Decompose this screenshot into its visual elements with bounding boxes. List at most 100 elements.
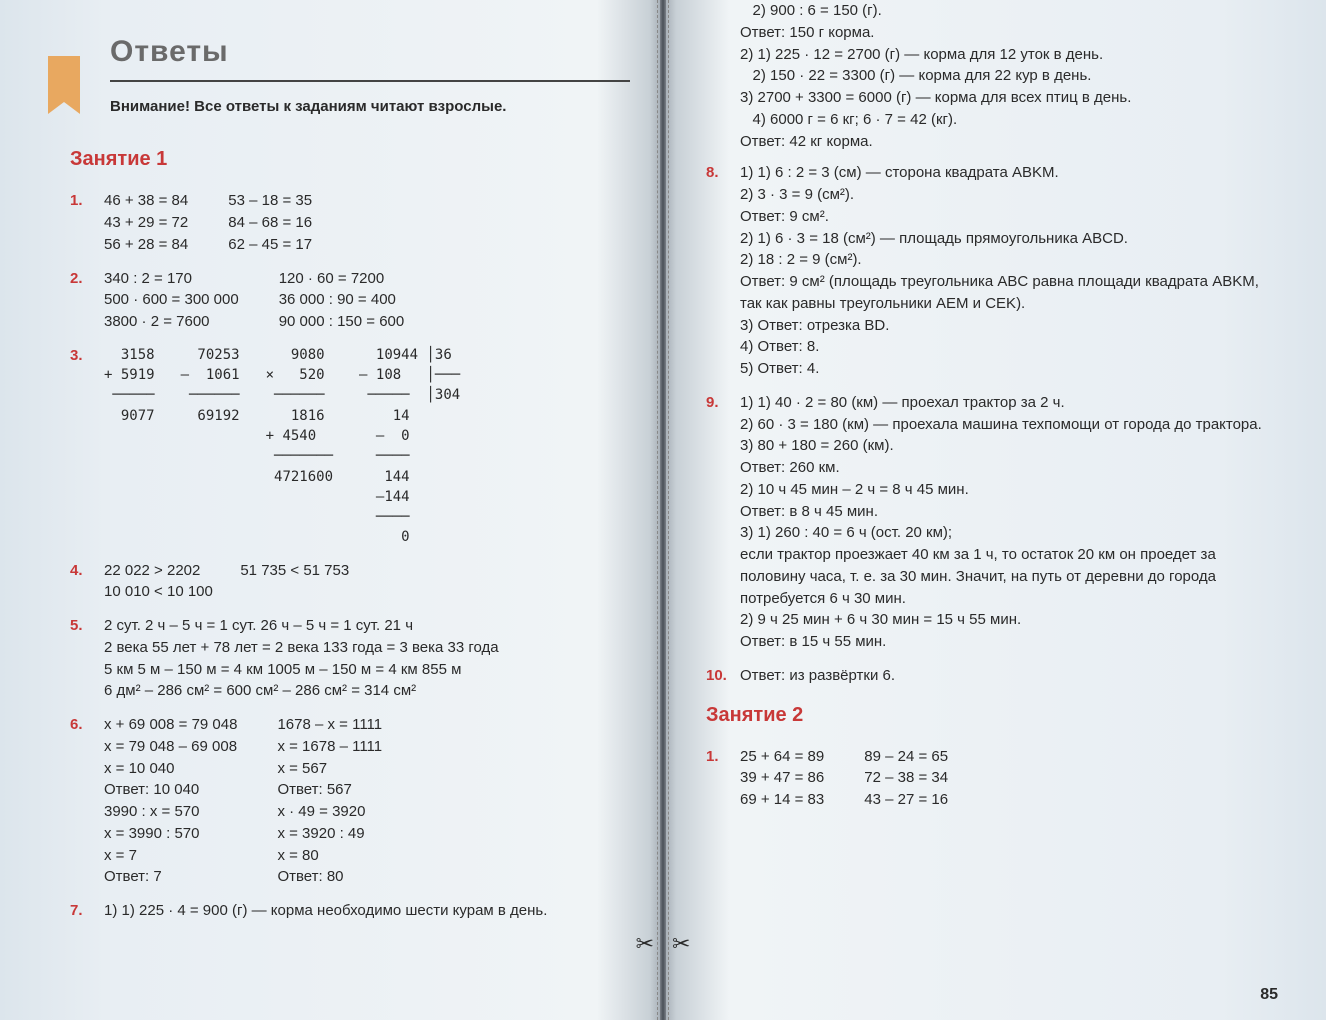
text: Ответ: из развёртки 6. xyxy=(740,665,1266,687)
eq: x + 69 008 = 79 048 xyxy=(104,714,237,736)
cmp: 22 022 > 2202 xyxy=(104,560,200,582)
text: Ответ: 9 см² (площадь треугольника ABC р… xyxy=(740,271,1266,315)
problem-num: 5. xyxy=(70,615,104,702)
text: 2) 1) 225 · 12 = 2700 (г) — корма для 12… xyxy=(740,44,1266,66)
eq: 340 : 2 = 170 xyxy=(104,268,239,290)
eq: x · 49 = 3920 xyxy=(277,801,382,823)
lesson-2-heading: Занятие 2 xyxy=(706,701,1266,730)
text: 1) 1) 40 · 2 = 80 (км) — проехал трактор… xyxy=(740,392,1266,414)
ans: Ответ: 567 xyxy=(277,779,382,801)
ans: Ответ: 7 xyxy=(104,866,237,888)
text: 3) 1) 260 : 40 = 6 ч (ост. 20 км); xyxy=(740,522,1266,544)
problem-3: 3. 3158 + 5919 ───── 9077 70253 – 1061 ─… xyxy=(70,345,630,548)
eq: 500 · 600 = 300 000 xyxy=(104,289,239,311)
eq: 62 – 45 = 17 xyxy=(228,234,312,256)
problem-10: 10. Ответ: из развёртки 6. xyxy=(706,665,1266,687)
lesson-1-heading: Занятие 1 xyxy=(70,145,630,174)
long-mul: 9080 × 520 ────── 1816 + 4540 ─────── 47… xyxy=(266,345,333,548)
text: 2) 900 : 6 = 150 (г). xyxy=(740,0,1266,22)
book-spread: Ответы Внимание! Все ответы к заданиям ч… xyxy=(0,0,1326,1020)
text: Ответ: в 15 ч 55 мин. xyxy=(740,631,1266,653)
text: 2) 1) 6 · 3 = 18 (см²) — площадь прямоуг… xyxy=(740,228,1266,250)
cmp: 10 010 < 10 100 xyxy=(104,581,630,603)
text: 4) 6000 г = 6 кг; 6 · 7 = 42 (кг). xyxy=(740,109,1266,131)
problem-num: 1. xyxy=(70,190,104,255)
eq: x = 80 xyxy=(277,845,382,867)
problem-num: 7. xyxy=(70,900,104,922)
text: 2) 9 ч 25 мин + 6 ч 30 мин = 15 ч 55 мин… xyxy=(740,609,1266,631)
eq: 90 000 : 150 = 600 xyxy=(279,311,405,333)
eq: x = 7 xyxy=(104,845,237,867)
eq: 43 + 29 = 72 xyxy=(104,212,188,234)
problem-num: 6. xyxy=(70,714,104,888)
eq: x = 10 040 xyxy=(104,758,237,780)
eq: x = 3920 : 49 xyxy=(277,823,382,845)
left-page: Ответы Внимание! Все ответы к заданиям ч… xyxy=(0,0,660,1020)
problem-7: 7. 1) 1) 225 · 4 = 900 (г) — корма необх… xyxy=(70,900,630,922)
eq: 46 + 38 = 84 xyxy=(104,190,188,212)
problem-num: 2. xyxy=(70,268,104,333)
text: 2) 150 · 22 = 3300 (г) — корма для 22 ку… xyxy=(740,65,1266,87)
problem-num: 3. xyxy=(70,345,104,548)
scissors-icon: ✂ xyxy=(636,928,654,960)
eq: 120 · 60 = 7200 xyxy=(279,268,405,290)
lesson2-problem-1: 1. 25 + 64 = 89 39 + 47 = 86 69 + 14 = 8… xyxy=(706,746,1266,811)
problem-6: 6. x + 69 008 = 79 048 x = 79 048 – 69 0… xyxy=(70,714,630,888)
text: 5) Ответ: 4. xyxy=(740,358,1266,380)
text: Ответ: 42 кг корма. xyxy=(740,131,1266,153)
text: 2) 60 · 3 = 180 (км) — проехала машина т… xyxy=(740,414,1266,436)
eq: 84 – 68 = 16 xyxy=(228,212,312,234)
eq: 3800 · 2 = 7600 xyxy=(104,311,239,333)
eq: 2 века 55 лет + 78 лет = 2 века 133 года… xyxy=(104,637,630,659)
eq: x = 3990 : 570 xyxy=(104,823,237,845)
eq: 1678 – x = 1111 xyxy=(277,714,382,736)
text: 1) 1) 6 : 2 = 3 (см) — сторона квадрата … xyxy=(740,162,1266,184)
problem-num: 1. xyxy=(706,746,740,811)
cmp: 51 735 < 51 753 xyxy=(240,560,349,582)
bookmark-icon xyxy=(48,56,80,102)
problem-5: 5. 2 сут. 2 ч – 5 ч = 1 сут. 26 ч – 5 ч … xyxy=(70,615,630,702)
ans: Ответ: 10 040 xyxy=(104,779,237,801)
eq: 39 + 47 = 86 xyxy=(740,767,824,789)
problem-4: 4. 22 022 > 2202 51 735 < 51 753 10 010 … xyxy=(70,560,630,604)
text: Ответ: 9 см². xyxy=(740,206,1266,228)
problem-num: 4. xyxy=(70,560,104,604)
eq: 25 + 64 = 89 xyxy=(740,746,824,768)
long-sub: 70253 – 1061 ────── 69192 xyxy=(181,345,240,548)
text: 3) Ответ: отрезка BD. xyxy=(740,315,1266,337)
eq: x = 79 048 – 69 008 xyxy=(104,736,237,758)
eq: 56 + 28 = 84 xyxy=(104,234,188,256)
text: Ответ: 260 км. xyxy=(740,457,1266,479)
page-title: Ответы xyxy=(110,30,630,74)
notice-text: Внимание! Все ответы к заданиям читают в… xyxy=(110,96,630,118)
text: 2) 18 : 2 = 9 (см²). xyxy=(740,249,1266,271)
eq: 89 – 24 = 65 xyxy=(864,746,948,768)
problem-8: 8. 1) 1) 6 : 2 = 3 (см) — сторона квадра… xyxy=(706,162,1266,380)
eq: x = 567 xyxy=(277,758,382,780)
eq: 6 дм² – 286 см² = 600 см² – 286 см² = 31… xyxy=(104,680,630,702)
text: Ответ: в 8 ч 45 мин. xyxy=(740,501,1266,523)
problem-2: 2. 340 : 2 = 170 500 · 600 = 300 000 380… xyxy=(70,268,630,333)
problem-num: 9. xyxy=(706,392,740,653)
eq: 5 км 5 м – 150 м = 4 км 1005 м – 150 м =… xyxy=(104,659,630,681)
eq: 2 сут. 2 ч – 5 ч = 1 сут. 26 ч – 5 ч = 1… xyxy=(104,615,630,637)
eq: 72 – 38 = 34 xyxy=(864,767,948,789)
eq: 43 – 27 = 16 xyxy=(864,789,948,811)
ans: Ответ: 80 xyxy=(277,866,382,888)
page-number: 85 xyxy=(1260,983,1278,1006)
right-page: ✂ 2) 900 : 6 = 150 (г). Ответ: 150 г кор… xyxy=(666,0,1326,1020)
problem-num: 8. xyxy=(706,162,740,380)
text: 2) 10 ч 45 мин – 2 ч = 8 ч 45 мин. xyxy=(740,479,1266,501)
text: 2) 3 · 3 = 9 (см²). xyxy=(740,184,1266,206)
problem-num: 10. xyxy=(706,665,740,687)
problem-9: 9. 1) 1) 40 · 2 = 80 (км) — проехал трак… xyxy=(706,392,1266,653)
scissors-icon: ✂ xyxy=(672,928,690,960)
eq: x = 1678 – 1111 xyxy=(277,736,382,758)
text: 3) 80 + 180 = 260 (км). xyxy=(740,435,1266,457)
text: 1) 1) 225 · 4 = 900 (г) — корма необходи… xyxy=(104,900,630,922)
eq: 3990 : x = 570 xyxy=(104,801,237,823)
text: если трактор проезжает 40 км за 1 ч, то … xyxy=(740,544,1266,609)
text: 4) Ответ: 8. xyxy=(740,336,1266,358)
eq: 36 000 : 90 = 400 xyxy=(279,289,405,311)
eq: 53 – 18 = 35 xyxy=(228,190,312,212)
